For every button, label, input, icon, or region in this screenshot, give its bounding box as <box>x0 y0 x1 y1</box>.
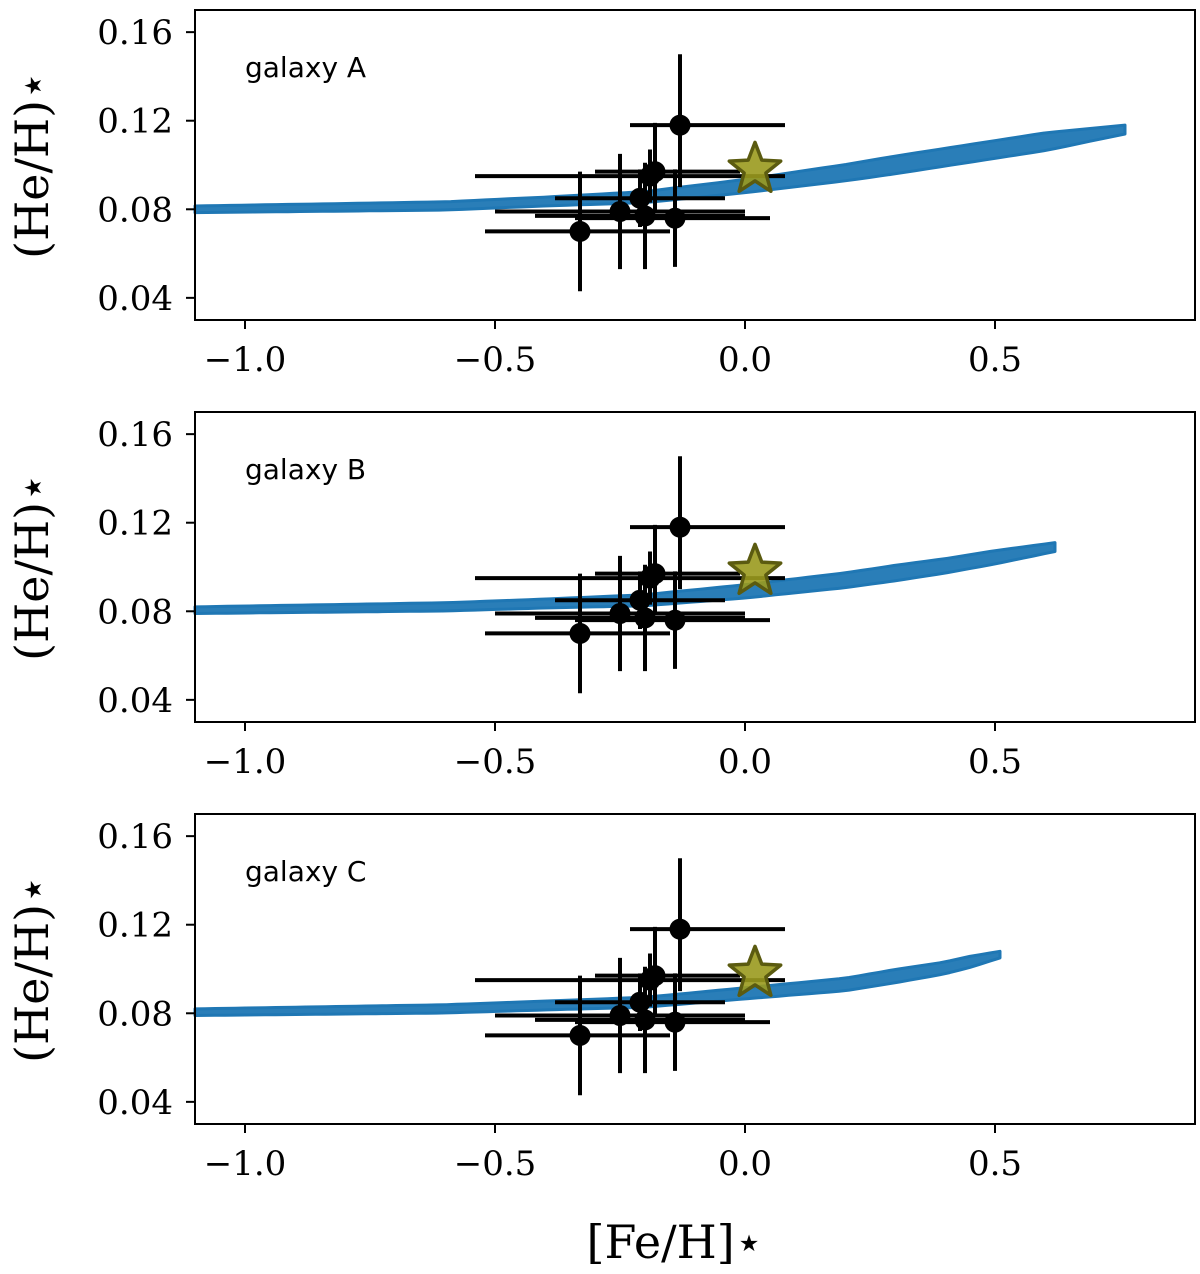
y-tick-label: 0.16 <box>97 817 173 857</box>
panel-label: galaxy B <box>245 453 366 486</box>
point-marker <box>664 1011 686 1033</box>
y-tick-label: 0.16 <box>97 13 173 53</box>
observation-point <box>575 571 770 669</box>
y-tick-label: 0.16 <box>97 415 173 455</box>
point-marker <box>569 622 591 644</box>
observation-point <box>575 973 770 1071</box>
x-tick-label: −1.0 <box>204 340 287 380</box>
point-marker <box>639 969 661 991</box>
x-tick-label: 0.0 <box>718 742 772 782</box>
model-band <box>193 949 1002 1017</box>
point-marker <box>569 1024 591 1046</box>
x-tick-label: 0.0 <box>718 1144 772 1184</box>
sun-marker <box>727 140 783 194</box>
y-tick-label: 0.12 <box>97 102 173 142</box>
panel-1: −1.0 −0.5 0.0 0.5 0.04 0.08 0.12 0.16 (He/H)⋆ gal… <box>5 9 1196 380</box>
y-tick-label: 0.04 <box>97 1083 173 1123</box>
observation-point <box>535 162 745 270</box>
x-tick-label: −1.0 <box>204 742 287 782</box>
panel-label: galaxy A <box>245 51 366 84</box>
axes-frame <box>194 813 1196 1125</box>
chart-panels: −1.0 −0.5 0.0 0.5 0.04 0.08 0.12 0.16 (He/H)⋆ gal… <box>5 9 1196 1184</box>
y-tick-label: 0.08 <box>97 592 173 632</box>
axes-frame <box>194 9 1196 321</box>
observation-point <box>485 975 670 1096</box>
y-tick-label: 0.08 <box>97 994 173 1034</box>
observation-point <box>535 966 745 1074</box>
point-marker <box>569 220 591 242</box>
x-tick-label: 0.5 <box>968 1144 1022 1184</box>
x-tick-label: −0.5 <box>454 340 537 380</box>
point-marker <box>629 589 651 611</box>
y-tick-label: 0.08 <box>97 190 173 230</box>
panel-3: −1.0 −0.5 0.0 0.5 0.04 0.08 0.12 0.16 (He/H)⋆ gal… <box>5 813 1196 1184</box>
point-marker <box>639 567 661 589</box>
x-tick-label: −0.5 <box>454 742 537 782</box>
point-marker <box>664 207 686 229</box>
y-tick-label: 0.12 <box>97 906 173 946</box>
point-marker <box>669 516 691 538</box>
point-marker <box>634 1009 656 1031</box>
panel-2: −1.0 −0.5 0.0 0.5 0.04 0.08 0.12 0.16 (He/H)⋆ gal… <box>5 411 1196 782</box>
x-axis-label: [Fe/H]⋆ <box>587 1215 764 1269</box>
panel-label: galaxy C <box>245 855 366 888</box>
x-tick-label: −1.0 <box>204 1144 287 1184</box>
observation-point <box>485 573 670 694</box>
sun-marker <box>727 542 783 596</box>
point-marker <box>629 991 651 1013</box>
observation-point <box>575 169 770 267</box>
x-tick-label: 0.5 <box>968 340 1022 380</box>
observation-point <box>485 171 670 292</box>
point-marker <box>664 609 686 631</box>
x-tick-label: −0.5 <box>454 1144 537 1184</box>
y-tick-label: 0.12 <box>97 504 173 544</box>
axes-frame <box>194 411 1196 723</box>
y-axis-label: (He/H)⋆ <box>5 473 59 661</box>
point-marker <box>639 165 661 187</box>
point-marker <box>634 205 656 227</box>
point-marker <box>669 918 691 940</box>
y-tick-label: 0.04 <box>97 279 173 319</box>
x-tick-label: 0.0 <box>718 340 772 380</box>
point-marker <box>634 607 656 629</box>
observation-point <box>535 564 745 672</box>
x-tick-label: 0.5 <box>968 742 1022 782</box>
y-axis-label: (He/H)⋆ <box>5 71 59 259</box>
sun-marker <box>727 944 783 998</box>
y-tick-label: 0.04 <box>97 681 173 721</box>
point-marker <box>629 187 651 209</box>
model-band <box>193 123 1127 215</box>
y-axis-label: (He/H)⋆ <box>5 875 59 1063</box>
point-marker <box>669 114 691 136</box>
